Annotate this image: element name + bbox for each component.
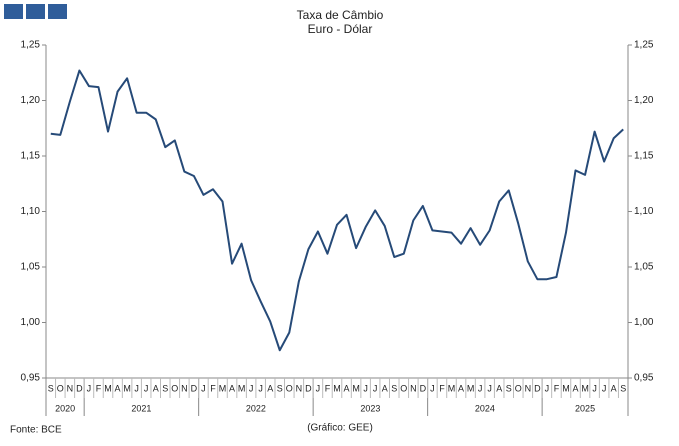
x-tick-label: O <box>57 383 64 393</box>
x-tick-label: A <box>496 383 502 393</box>
y-tick-label: 1,05 <box>21 262 41 273</box>
x-tick-label: M <box>467 383 475 393</box>
logo-block <box>48 4 67 19</box>
x-tick-label: J <box>258 383 263 393</box>
chart-title: Taxa de Câmbio <box>297 8 384 22</box>
x-tick-label: A <box>458 383 464 393</box>
x-tick-label: J <box>249 383 254 393</box>
credit: (Gráfico: GEE) <box>307 423 373 434</box>
year-label: 2021 <box>131 403 151 413</box>
x-tick-label: F <box>325 383 331 393</box>
y2-tick-label: 1,10 <box>634 206 654 217</box>
x-tick-label: A <box>382 383 388 393</box>
year-label: 2022 <box>246 403 266 413</box>
y-tick-label: 1,15 <box>21 151 41 162</box>
logo-block <box>4 4 23 19</box>
y2-tick-label: 1,15 <box>634 151 654 162</box>
x-tick-label: J <box>373 383 378 393</box>
x-tick-label: J <box>201 383 206 393</box>
x-tick-label: J <box>602 383 607 393</box>
x-tick-label: F <box>210 383 216 393</box>
x-tick-label: D <box>420 383 427 393</box>
x-tick-label: O <box>515 383 522 393</box>
data-line <box>50 69 624 352</box>
x-tick-label: J <box>134 383 139 393</box>
x-tick-label: D <box>305 383 312 393</box>
x-tick-label: A <box>115 383 121 393</box>
x-tick-label: J <box>545 383 550 393</box>
source: Fonte: BCE <box>10 425 62 436</box>
x-tick-label: J <box>487 383 492 393</box>
x-tick-label: D <box>191 383 198 393</box>
x-tick-label: M <box>352 383 360 393</box>
x-tick-label: A <box>611 383 617 393</box>
y-tick-label: 1,20 <box>21 95 41 106</box>
x-tick-label: A <box>267 383 273 393</box>
x-tick-label: F <box>439 383 445 393</box>
x-tick-label: A <box>229 383 235 393</box>
x-tick-label: S <box>506 383 512 393</box>
x-tick-label: D <box>76 383 83 393</box>
x-tick-label: J <box>316 383 321 393</box>
x-tick-label: S <box>391 383 397 393</box>
x-tick-label: J <box>430 383 435 393</box>
logo-block <box>26 4 45 19</box>
x-tick-label: O <box>171 383 178 393</box>
chart-subtitle: Euro - Dólar <box>308 22 373 36</box>
x-tick-label: M <box>123 383 131 393</box>
x-tick-label: F <box>96 383 102 393</box>
y-tick-label: 1,25 <box>21 40 41 51</box>
x-tick-label: A <box>153 383 159 393</box>
x-tick-label: A <box>573 383 579 393</box>
year-label: 2025 <box>575 403 595 413</box>
x-tick-label: S <box>162 383 168 393</box>
x-tick-label: N <box>410 383 417 393</box>
x-tick-label: M <box>562 383 570 393</box>
x-tick-label: M <box>448 383 456 393</box>
x-tick-label: N <box>67 383 74 393</box>
x-tick-label: M <box>333 383 341 393</box>
y2-tick-label: 1,00 <box>634 317 654 328</box>
year-label: 2024 <box>475 403 495 413</box>
x-tick-label: M <box>104 383 112 393</box>
x-tick-label: N <box>296 383 303 393</box>
y-tick-label: 1,00 <box>21 317 41 328</box>
x-tick-label: D <box>534 383 541 393</box>
y2-tick-label: 1,05 <box>634 262 654 273</box>
x-tick-label: O <box>400 383 407 393</box>
x-tick-label: F <box>554 383 560 393</box>
x-tick-label: J <box>363 383 368 393</box>
x-tick-label: M <box>219 383 227 393</box>
y2-tick-label: 1,25 <box>634 40 654 51</box>
x-tick-label: S <box>48 383 54 393</box>
x-tick-label: M <box>581 383 589 393</box>
y2-tick-label: 1,20 <box>634 95 654 106</box>
x-tick-label: A <box>344 383 350 393</box>
x-tick-label: J <box>478 383 483 393</box>
x-tick-label: S <box>620 383 626 393</box>
y2-tick-label: 0,95 <box>634 373 654 384</box>
x-tick-label: M <box>238 383 246 393</box>
x-tick-label: O <box>286 383 293 393</box>
x-tick-label: J <box>592 383 597 393</box>
year-label: 2023 <box>360 403 380 413</box>
x-tick-label: J <box>87 383 92 393</box>
y-tick-label: 0,95 <box>21 373 41 384</box>
y-tick-label: 1,10 <box>21 206 41 217</box>
x-tick-label: S <box>277 383 283 393</box>
x-tick-label: N <box>525 383 532 393</box>
year-label: 2020 <box>55 403 75 413</box>
x-tick-label: N <box>181 383 188 393</box>
x-tick-label: J <box>144 383 149 393</box>
